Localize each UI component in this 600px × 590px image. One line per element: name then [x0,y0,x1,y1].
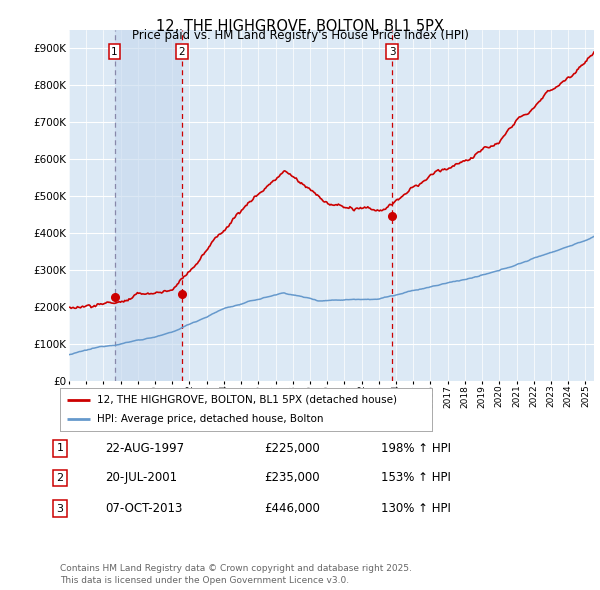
Text: 198% ↑ HPI: 198% ↑ HPI [381,442,451,455]
Text: Price paid vs. HM Land Registry's House Price Index (HPI): Price paid vs. HM Land Registry's House … [131,30,469,42]
Text: 2: 2 [56,473,64,483]
Text: HPI: Average price, detached house, Bolton: HPI: Average price, detached house, Bolt… [97,414,324,424]
Text: 3: 3 [56,504,64,513]
Text: 20-JUL-2001: 20-JUL-2001 [105,471,177,484]
Text: Contains HM Land Registry data © Crown copyright and database right 2025.
This d: Contains HM Land Registry data © Crown c… [60,565,412,585]
Text: 3: 3 [389,47,395,57]
Text: 1: 1 [111,47,118,57]
Text: £225,000: £225,000 [264,442,320,455]
Text: 130% ↑ HPI: 130% ↑ HPI [381,502,451,515]
Text: 12, THE HIGHGROVE, BOLTON, BL1 5PX (detached house): 12, THE HIGHGROVE, BOLTON, BL1 5PX (deta… [97,395,397,405]
Text: 153% ↑ HPI: 153% ↑ HPI [381,471,451,484]
Text: 22-AUG-1997: 22-AUG-1997 [105,442,184,455]
Text: 1: 1 [56,444,64,453]
Text: £235,000: £235,000 [264,471,320,484]
Text: 2: 2 [178,47,185,57]
Text: 12, THE HIGHGROVE, BOLTON, BL1 5PX: 12, THE HIGHGROVE, BOLTON, BL1 5PX [156,19,444,34]
Text: £446,000: £446,000 [264,502,320,515]
Text: 07-OCT-2013: 07-OCT-2013 [105,502,182,515]
Bar [115,30,182,381]
